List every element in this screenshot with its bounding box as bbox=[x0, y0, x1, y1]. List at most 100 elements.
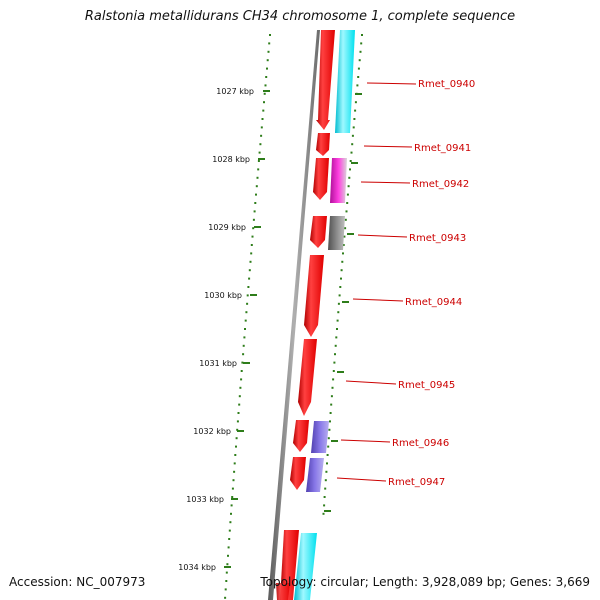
topology-text: Topology: circular; Length: 3,928,089 bp… bbox=[260, 575, 590, 589]
ring-dot bbox=[336, 328, 338, 330]
ring-dot bbox=[249, 260, 252, 263]
ring-dot bbox=[234, 454, 237, 456]
gene-arrow-rmet-0943[interactable] bbox=[304, 255, 324, 337]
gene-label-rmet-0947[interactable]: Rmet_0947 bbox=[388, 477, 445, 488]
ring-dot bbox=[335, 336, 338, 339]
ring-dot bbox=[349, 160, 352, 162]
ring-dot bbox=[323, 504, 326, 507]
gene-label-rmet-0944[interactable]: Rmet_0944 bbox=[405, 297, 462, 308]
ring-dot bbox=[324, 479, 327, 482]
ring-dot bbox=[237, 412, 240, 414]
leader-line bbox=[363, 145, 413, 148]
ring-dot bbox=[348, 176, 351, 179]
ring-dot bbox=[322, 512, 325, 515]
gene-arrow[interactable] bbox=[316, 30, 335, 130]
gene-label-rmet-0941[interactable]: Rmet_0941 bbox=[414, 143, 471, 154]
purple-feature[interactable] bbox=[311, 421, 329, 453]
ring-dot bbox=[349, 168, 351, 171]
ring-dot bbox=[228, 529, 231, 532]
ring-dot bbox=[332, 370, 335, 372]
ring-dot bbox=[347, 185, 350, 188]
ring-dot bbox=[261, 118, 264, 120]
ring-dot bbox=[269, 34, 271, 36]
ring-dot bbox=[238, 403, 241, 406]
ring-dot bbox=[252, 227, 255, 230]
ring-dot bbox=[231, 487, 234, 490]
ring-dot bbox=[235, 437, 238, 440]
gene-arrow-rmet-0944[interactable] bbox=[298, 339, 317, 416]
ring-dot bbox=[267, 50, 270, 53]
ring-dot bbox=[351, 134, 354, 137]
gene-arrow-rmet-0945[interactable] bbox=[293, 420, 309, 452]
ring-dot bbox=[247, 286, 250, 288]
gene-label-rmet-0946[interactable]: Rmet_0946 bbox=[392, 438, 449, 449]
ring-dot bbox=[235, 445, 237, 448]
ring-dot bbox=[244, 319, 247, 322]
scale-tick-label: 1028 kbp bbox=[212, 155, 250, 164]
ring-dot bbox=[340, 269, 343, 272]
ring-dot bbox=[346, 202, 349, 204]
ring-dot bbox=[357, 76, 360, 78]
ring-dot bbox=[248, 269, 251, 272]
gene-arrow[interactable] bbox=[280, 530, 299, 600]
ring-dot bbox=[326, 462, 328, 465]
ring-dot bbox=[260, 134, 263, 137]
gene-label-rmet-0942[interactable]: Rmet_0942 bbox=[412, 179, 469, 190]
ring-dot bbox=[239, 386, 242, 389]
ring-dot bbox=[333, 361, 336, 364]
gene-arrow-rmet-0941[interactable] bbox=[313, 158, 329, 200]
leader-line bbox=[345, 380, 397, 385]
ring-dot bbox=[259, 143, 262, 146]
ring-dot bbox=[337, 302, 340, 305]
gene-label-rmet-0945[interactable]: Rmet_0945 bbox=[398, 380, 455, 391]
ring-dot bbox=[255, 193, 257, 196]
forward-genes bbox=[276, 30, 335, 600]
ring-dot bbox=[266, 67, 268, 70]
ring-dot bbox=[326, 454, 329, 456]
ring-dot bbox=[338, 294, 341, 297]
gray-feature[interactable] bbox=[328, 216, 345, 250]
ring-dot bbox=[263, 101, 265, 104]
ring-dot bbox=[250, 252, 253, 255]
ring-dot bbox=[248, 277, 251, 280]
ring-dot bbox=[328, 428, 331, 431]
ring-dot bbox=[245, 311, 248, 314]
ring-dot bbox=[356, 84, 359, 87]
ring-dot bbox=[251, 235, 254, 238]
cyan-feature[interactable] bbox=[294, 533, 317, 600]
ring-dot bbox=[352, 126, 355, 129]
ring-dot bbox=[258, 151, 261, 154]
gene-arrow-rmet-0940[interactable] bbox=[316, 133, 330, 156]
cyan-feature[interactable] bbox=[335, 30, 355, 133]
ring-dot bbox=[350, 151, 353, 154]
purple-feature[interactable] bbox=[306, 458, 324, 492]
scale-tick-label: 1031 kbp bbox=[199, 359, 237, 368]
ring-dot bbox=[230, 512, 232, 515]
gene-label-rmet-0940[interactable]: Rmet_0940 bbox=[418, 79, 475, 90]
accession-text: Accession: NC_007973 bbox=[9, 575, 146, 589]
ring-dot bbox=[339, 286, 342, 288]
ring-dot bbox=[361, 34, 363, 36]
magenta-feature[interactable] bbox=[330, 158, 347, 203]
ring-dot bbox=[360, 42, 363, 45]
ring-dot bbox=[233, 470, 236, 473]
ring-dot bbox=[255, 185, 258, 188]
gene-label-rmet-0943[interactable]: Rmet_0943 bbox=[409, 233, 466, 244]
gene-arrow[interactable] bbox=[276, 583, 290, 600]
ring-dot bbox=[252, 218, 255, 221]
gc-dotted-rings bbox=[224, 34, 363, 599]
gene-arrow-rmet-0942[interactable] bbox=[310, 216, 327, 248]
feature-boxes bbox=[294, 30, 355, 600]
ring-dot bbox=[236, 420, 239, 423]
gene-arrow-rmet-0946[interactable] bbox=[290, 457, 306, 490]
leader-line bbox=[336, 477, 387, 482]
ring-dot bbox=[242, 353, 245, 356]
ring-dot bbox=[236, 428, 239, 431]
gene-labels: Rmet_0940 Rmet_0941 Rmet_0942 Rmet_0943 … bbox=[336, 79, 475, 488]
ring-dot bbox=[358, 59, 361, 62]
ring-dot bbox=[230, 504, 233, 507]
scale-tick-label: 1034 kbp bbox=[178, 563, 216, 572]
ring-dot bbox=[238, 395, 241, 398]
ring-dot bbox=[324, 487, 327, 490]
